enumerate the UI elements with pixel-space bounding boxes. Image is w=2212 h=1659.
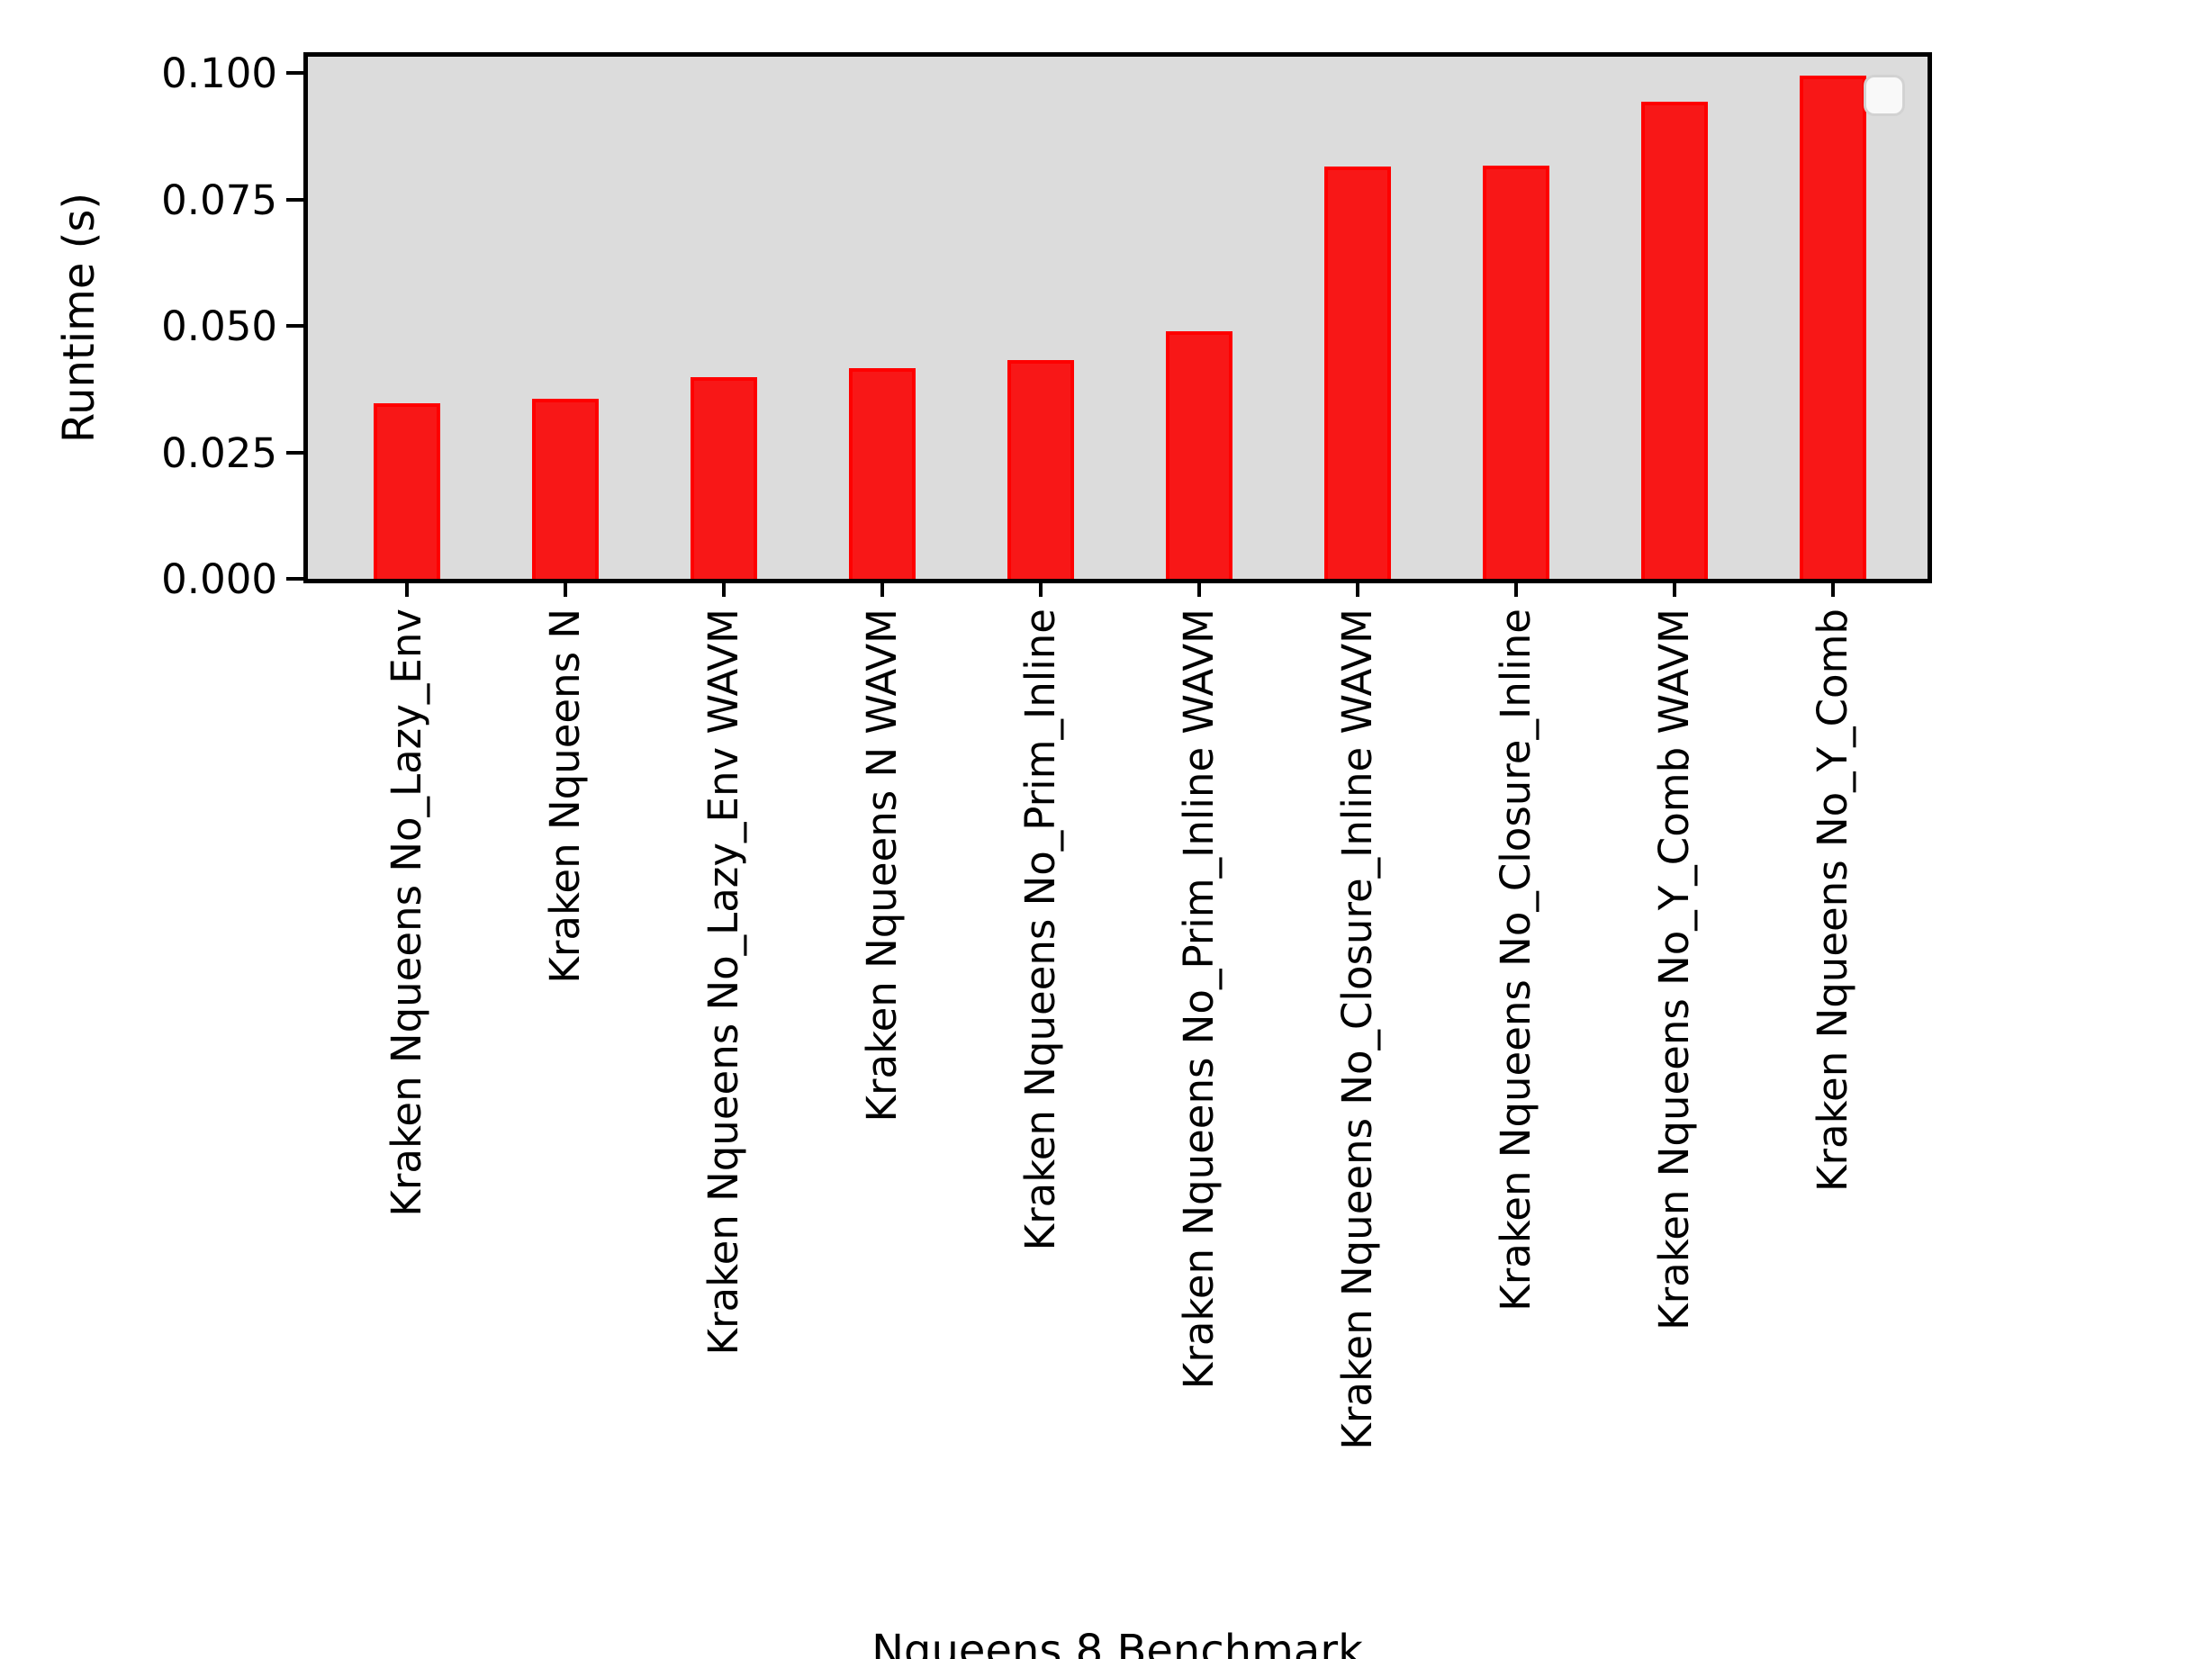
y-tick-label: 0.100 (161, 50, 277, 97)
y-tick-label: 0.075 (161, 176, 277, 224)
bar (1800, 76, 1866, 579)
bar (374, 403, 440, 579)
x-tick-label: Kraken Nqueens No_Lazy_Env (383, 609, 430, 1217)
x-tick-label: Kraken Nqueens No_Lazy_Env WAVM (700, 609, 747, 1356)
bar (1324, 167, 1391, 579)
x-tick-mark (722, 583, 726, 597)
x-tick-mark (880, 583, 884, 597)
x-tick-label: Kraken Nqueens No_Y_Comb WAVM (1650, 609, 1698, 1330)
x-tick-mark (1673, 583, 1676, 597)
y-tick-mark (286, 71, 303, 75)
y-tick-label: 0.000 (161, 555, 277, 603)
y-tick-mark (286, 324, 303, 328)
plot-area (303, 52, 1932, 583)
x-tick-mark (1831, 583, 1835, 597)
x-tick-mark (564, 583, 567, 597)
x-tick-mark (405, 583, 409, 597)
x-tick-mark (1039, 583, 1043, 597)
x-tick-label: Kraken Nqueens No_Prim_Inline (1016, 609, 1064, 1251)
y-tick-mark (286, 197, 303, 202)
bar (1483, 166, 1549, 579)
y-tick-label: 0.025 (161, 428, 277, 477)
legend (1864, 75, 1905, 116)
y-tick-label: 0.050 (161, 302, 277, 350)
x-axis-label: Nqueens 8 Benchmark (871, 1626, 1363, 1659)
bar (1641, 102, 1708, 579)
x-tick-label: Kraken Nqueens N WAVM (858, 609, 906, 1123)
x-tick-label: Kraken Nqueens N (541, 609, 589, 984)
y-axis-label: Runtime (s) (54, 192, 104, 444)
x-tick-label: Kraken Nqueens No_Closure_Inline WAVM (1333, 609, 1381, 1450)
x-tick-mark (1197, 583, 1201, 597)
bar (1007, 360, 1074, 579)
x-tick-mark (1514, 583, 1518, 597)
bar (532, 399, 599, 579)
y-tick-mark (286, 450, 303, 455)
bar (849, 368, 916, 579)
bar (691, 377, 757, 579)
y-tick-mark (286, 577, 303, 581)
x-tick-mark (1356, 583, 1359, 597)
bar (1166, 331, 1232, 579)
x-tick-label: Kraken Nqueens No_Y_Comb (1809, 609, 1856, 1192)
x-tick-label: Kraken Nqueens No_Closure_Inline (1492, 609, 1539, 1312)
x-tick-label: Kraken Nqueens No_Prim_Inline WAVM (1175, 609, 1223, 1390)
